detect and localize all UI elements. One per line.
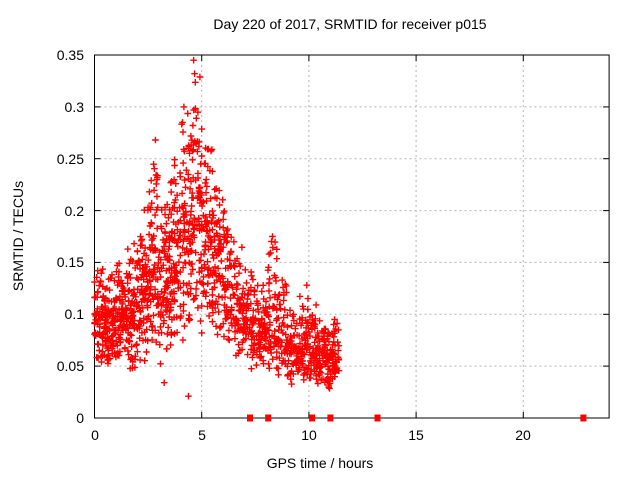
y-tick-label: 0.35 [56,47,84,63]
x-tick-label: 0 [91,427,99,443]
y-tick-label: 0.05 [56,358,84,374]
y-tick-label: 0.25 [56,151,84,167]
y-tick-label: 0.3 [64,99,84,115]
chart-title: Day 220 of 2017, SRMTID for receiver p01… [213,16,487,32]
x-tick-label: 20 [515,427,531,443]
x-axis-label: GPS time / hours [266,455,374,471]
x-tick-label: 15 [408,427,424,443]
y-tick-label: 0.1 [64,306,84,322]
y-tick-label: 0.2 [64,203,84,219]
y-tick-label: 0 [76,410,84,426]
x-tick-label: 5 [198,427,206,443]
y-tick-label: 0.15 [56,254,84,270]
x-tick-label: 10 [301,427,317,443]
